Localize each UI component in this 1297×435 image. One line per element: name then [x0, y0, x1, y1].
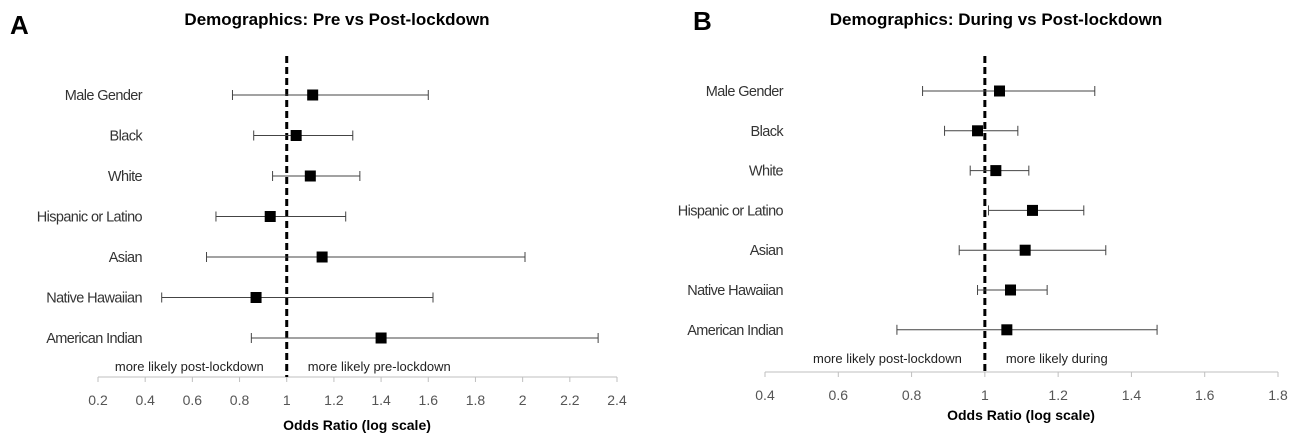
panel-letter: B [693, 6, 712, 36]
estimate-point [250, 292, 262, 303]
x-tick-label: 1.2 [324, 392, 344, 408]
x-axis-title: Odds Ratio (log scale) [947, 407, 1095, 423]
estimate-point [990, 165, 1002, 177]
x-axis-title: Odds Ratio (log scale) [283, 417, 431, 433]
estimate-point [307, 89, 319, 101]
category-label: Male Gender [65, 88, 143, 104]
category-label: American Indian [46, 331, 142, 347]
x-tick-label: 1.8 [466, 392, 486, 408]
category-label: Hispanic or Latino [37, 210, 143, 226]
annotation-left: more likely post-lockdown [813, 351, 962, 366]
x-tick-label: 2 [519, 392, 527, 408]
category-label: Native Hawaiian [46, 291, 142, 307]
x-tick-label: 0.6 [183, 392, 203, 408]
x-tick-label: 0.4 [135, 392, 155, 408]
estimate-point [1001, 324, 1013, 336]
estimate-point [316, 251, 328, 263]
x-tick-label: 0.8 [230, 392, 250, 408]
x-tick-label: 1.4 [1122, 387, 1142, 403]
estimate-point [1026, 204, 1038, 216]
x-tick-label: 0.2 [88, 392, 108, 408]
estimate-point [994, 85, 1006, 97]
estimate-point [1005, 284, 1017, 296]
x-tick-label: 0.4 [755, 387, 775, 403]
x-tick-label: 1 [981, 387, 989, 403]
estimate-point [972, 125, 984, 137]
category-label: American Indian [687, 323, 783, 339]
x-tick-label: 1.8 [1268, 387, 1288, 403]
category-label: Male Gender [706, 84, 784, 100]
x-tick-label: 1.4 [371, 392, 391, 408]
x-tick-label: 2.2 [560, 392, 580, 408]
estimate-point [1019, 244, 1031, 256]
category-label: Native Hawaiian [687, 283, 783, 299]
estimate-point [375, 332, 387, 344]
category-label: Hispanic or Latino [678, 203, 784, 219]
category-label: White [108, 169, 143, 185]
x-tick-label: 1.6 [419, 392, 439, 408]
chart-title: Demographics: Pre vs Post-lockdown [184, 10, 489, 29]
x-tick-label: 1.6 [1195, 387, 1215, 403]
x-tick-label: 1 [283, 392, 291, 408]
category-label: Asian [109, 250, 143, 266]
x-tick-label: 0.8 [902, 387, 922, 403]
estimate-point [264, 211, 276, 222]
panel-letter: A [10, 10, 29, 40]
estimate-point [290, 130, 302, 141]
x-tick-label: 2.4 [607, 392, 627, 408]
forest-panel-b: B Demographics: During vs Post-lockdown 0.… [678, 6, 1288, 423]
x-tick-label: 1.2 [1048, 387, 1068, 403]
estimate-point [304, 170, 316, 182]
category-label: White [749, 164, 784, 180]
category-label: Asian [750, 243, 784, 259]
category-label: Black [110, 129, 144, 145]
annotation-right: more likely pre-lockdown [308, 359, 451, 374]
annotation-left: more likely post-lockdown [115, 359, 264, 374]
chart-title: Demographics: During vs Post-lockdown [830, 10, 1163, 29]
x-tick-label: 0.6 [829, 387, 849, 403]
category-label: Black [751, 124, 785, 140]
annotation-right: more likely during [1006, 351, 1108, 366]
forest-panel-a: A Demographics: Pre vs Post-lockdown 0.2 0.… [10, 10, 627, 433]
